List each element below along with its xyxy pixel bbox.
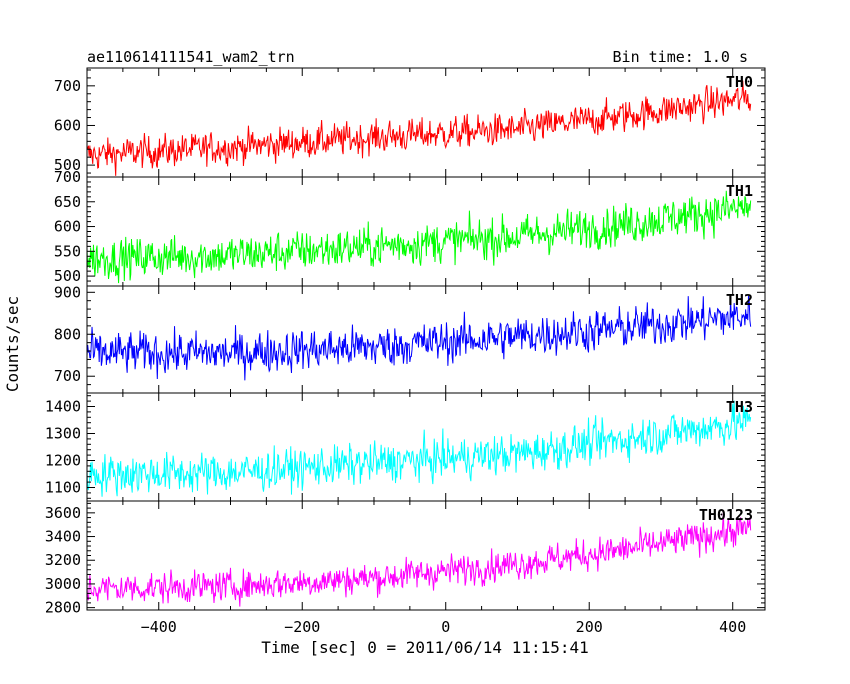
y-tick-label: 3000 — [45, 575, 81, 593]
y-tick-label: 550 — [54, 242, 81, 260]
panel-label-th0123: TH0123 — [699, 506, 753, 524]
panel-label-th3: TH3 — [726, 398, 753, 416]
x-tick-label: −200 — [284, 618, 320, 636]
y-tick-label: 600 — [54, 116, 81, 134]
panel-th2: 700 800 900 TH2 — [54, 283, 766, 394]
y-tick-label: 2800 — [45, 599, 81, 617]
panels-group: 500 600 700 TH0 500 550 600 650 700 TH1 700 800 900 T… — [45, 67, 766, 636]
y-tick-label: 3200 — [45, 551, 81, 569]
series-line-th0 — [87, 80, 752, 176]
y-tick-label: 800 — [54, 325, 81, 343]
x-tick-label: 200 — [576, 618, 603, 636]
y-tick-label: 650 — [54, 193, 81, 211]
y-tick-label: 1400 — [45, 398, 81, 416]
x-axis-label: Time [sec] 0 = 2011/06/14 11:15:41 — [261, 638, 589, 657]
x-tick-label: −400 — [141, 618, 177, 636]
panel-th1: 500 550 600 650 700 TH1 — [54, 168, 766, 287]
y-tick-label: 700 — [54, 168, 81, 186]
y-tick-label: 600 — [54, 218, 81, 236]
y-tick-label: 700 — [54, 77, 81, 95]
panel-frame — [86, 392, 766, 502]
panel-th0123: 2800 3000 3200 3400 3600 TH0123 — [45, 500, 766, 617]
x-tick-label: 0 — [441, 618, 450, 636]
series-line-th2 — [87, 295, 752, 381]
panel-th3: 1100 1200 1300 1400 TH3 — [45, 392, 766, 502]
bin-time-label: Bin time: 1.0 s — [613, 48, 748, 66]
y-tick-label: 1300 — [45, 425, 81, 443]
panel-label-th0: TH0 — [726, 73, 753, 91]
panel-label-th1: TH1 — [726, 182, 753, 200]
y-tick-label: 1100 — [45, 479, 81, 497]
y-tick-label: 700 — [54, 367, 81, 385]
observation-id-label: ae110614111541_wam2_trn — [87, 48, 295, 66]
y-axis-label: Counts/sec — [3, 296, 22, 392]
panel-frame — [86, 67, 766, 178]
y-tick-label: 1200 — [45, 452, 81, 470]
series-line-th3 — [87, 400, 752, 497]
panel-label-th2: TH2 — [726, 291, 753, 309]
series-line-th0123 — [87, 512, 752, 607]
y-tick-label: 500 — [54, 156, 81, 174]
y-tick-label: 900 — [54, 283, 81, 301]
y-tick-label: 3400 — [45, 528, 81, 546]
y-tick-label: 500 — [54, 267, 81, 285]
panel-frame — [86, 285, 766, 394]
y-tick-label: 3600 — [45, 504, 81, 522]
series-line-th1 — [87, 190, 752, 284]
x-tick-label: 400 — [719, 618, 746, 636]
panel-th0: 500 600 700 TH0 — [54, 67, 766, 178]
